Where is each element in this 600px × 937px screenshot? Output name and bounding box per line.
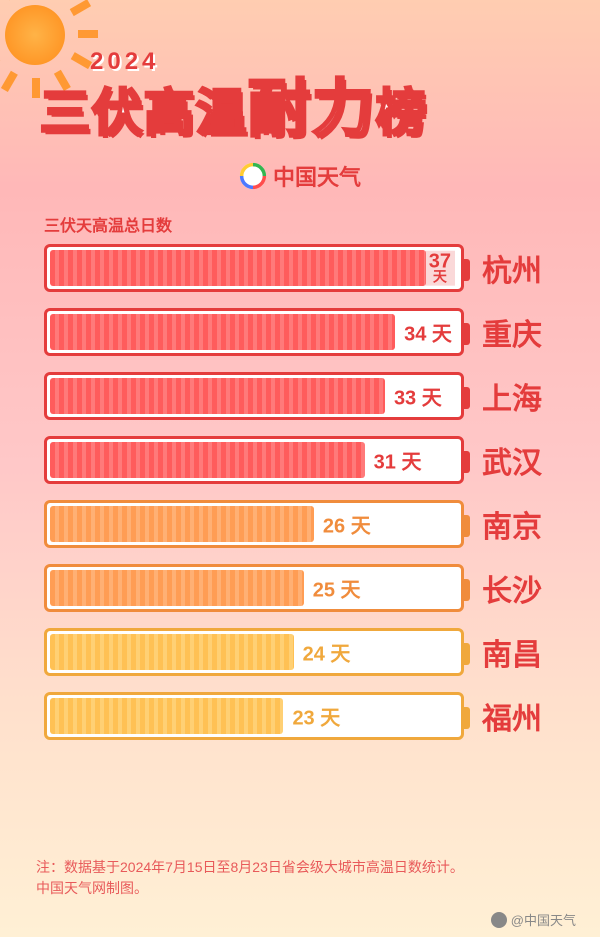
brand-logo-icon [239,162,267,190]
battery-fill [50,442,365,478]
city-label: 福州 [482,694,568,738]
footer-line2: 中国天气网制图。 [36,878,564,899]
battery-fill [50,634,294,670]
chart-row: 31 天 武汉 [44,436,568,484]
battery-cap-icon [462,387,470,409]
days-value: 33 天 [394,382,442,411]
city-label: 南京 [482,502,568,546]
footer-line1: 注：数据基于2024年7月15日至8月23日省会级大城市高温日数统计。 [36,857,564,878]
city-label: 南昌 [482,630,568,674]
battery-fill [50,250,426,286]
chart-row: 24 天 南昌 [44,628,568,676]
battery-fill [50,378,385,414]
battery-bar: 33 天 [44,372,464,420]
chart: 37天杭州 34 天 重庆 33 天 上海 31 天 武汉 26 天 南京 25 天 长沙 24 天 南… [0,244,600,740]
header: 2024 三伏高温耐力榜 中国天气 [0,0,600,208]
battery-fill [50,506,314,542]
city-label: 武汉 [482,438,568,482]
battery-cap-icon [462,515,470,537]
city-label: 上海 [482,374,568,418]
days-value: 31 天 [374,446,422,475]
days-value: 34 天 [404,318,452,347]
chart-subtitle: 三伏天高温总日数 [44,212,600,236]
days-value: 37天 [425,251,455,286]
battery-bar: 23 天 [44,692,464,740]
city-label: 长沙 [482,566,568,610]
battery-cap-icon [462,259,470,281]
brand-text: 中国天气 [273,160,361,192]
weibo-icon [491,912,507,928]
days-value: 24 天 [303,638,351,667]
chart-row: 33 天 上海 [44,372,568,420]
city-label: 杭州 [482,246,568,290]
battery-fill [50,570,304,606]
battery-cap-icon [462,323,470,345]
battery-cap-icon [462,579,470,601]
days-value: 23 天 [292,702,340,731]
days-value: 26 天 [323,510,371,539]
battery-fill [50,698,283,734]
main-title: 三伏高温耐力榜 [40,76,560,144]
credit-text: @中国天气 [511,910,576,929]
brand: 中国天气 [40,160,560,192]
battery-cap-icon [462,643,470,665]
battery-bar: 25 天 [44,564,464,612]
battery-bar: 34 天 [44,308,464,356]
title-part-c: 榜 [376,85,428,141]
battery-bar: 31 天 [44,436,464,484]
battery-bar: 26 天 [44,500,464,548]
battery-cap-icon [462,707,470,729]
battery-bar: 37天 [44,244,464,292]
credit: @中国天气 [491,910,576,929]
battery-cap-icon [462,451,470,473]
chart-row: 23 天 福州 [44,692,568,740]
footer-note: 注：数据基于2024年7月15日至8月23日省会级大城市高温日数统计。 中国天气… [36,857,564,899]
year-label: 2024 [90,48,560,76]
city-label: 重庆 [482,310,568,354]
battery-fill [50,314,395,350]
days-value: 25 天 [313,574,361,603]
chart-row: 37天杭州 [44,244,568,292]
title-part-b: 耐力 [248,75,376,144]
title-part-a: 三伏高温 [40,85,248,141]
chart-row: 25 天 长沙 [44,564,568,612]
chart-row: 26 天 南京 [44,500,568,548]
battery-bar: 24 天 [44,628,464,676]
chart-row: 34 天 重庆 [44,308,568,356]
